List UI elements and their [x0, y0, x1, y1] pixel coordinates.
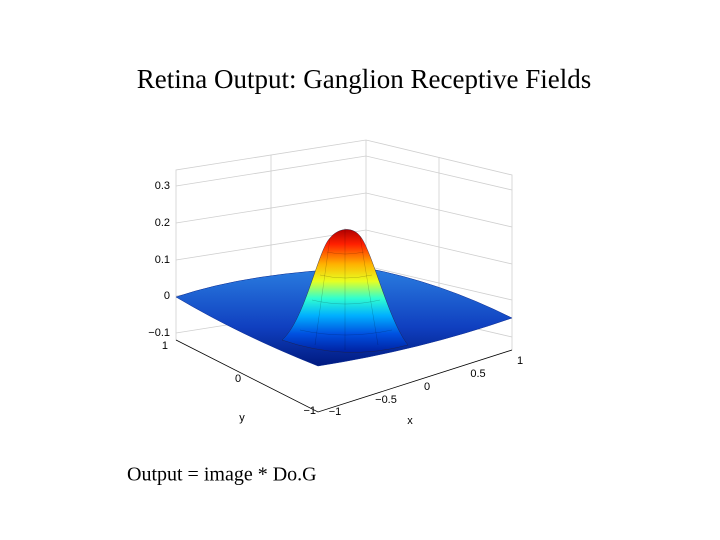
x-tick-label: 0 [424, 381, 430, 393]
x-tick-label: −0.5 [375, 394, 397, 406]
z-tick-label: 0.2 [155, 217, 170, 229]
slide-title: Retina Output: Ganglion Receptive Fields [137, 64, 591, 94]
z-tick-label: 0.3 [155, 180, 170, 192]
grid-line [175, 192, 513, 228]
surface-peak [281, 229, 409, 353]
mesh [299, 228, 393, 350]
y-axis-label: y [239, 412, 245, 424]
y-tick-label: 0 [235, 373, 241, 385]
x-axis-label: x [407, 415, 413, 427]
grid-line [175, 229, 513, 265]
x-tick-label: 0.5 [470, 368, 485, 380]
z-tick-label: 0.1 [155, 254, 170, 266]
z-tick-label: −0.1 [148, 327, 170, 339]
x-tick-label: −1 [329, 406, 342, 418]
y-tick-label: 1 [162, 340, 168, 352]
y-tick-label: −1 [303, 405, 316, 417]
x-tick-label: 1 [517, 355, 523, 367]
plot-3d: 0.3 0.2 0.1 0 −0.1 1 0 −1 y −1 −0.5 0 0.… [148, 139, 523, 427]
z-tick-label: 0 [164, 290, 170, 302]
grid-line [175, 155, 513, 191]
axis-line [175, 339, 513, 413]
caption: Output = image * Do.G [127, 464, 317, 486]
